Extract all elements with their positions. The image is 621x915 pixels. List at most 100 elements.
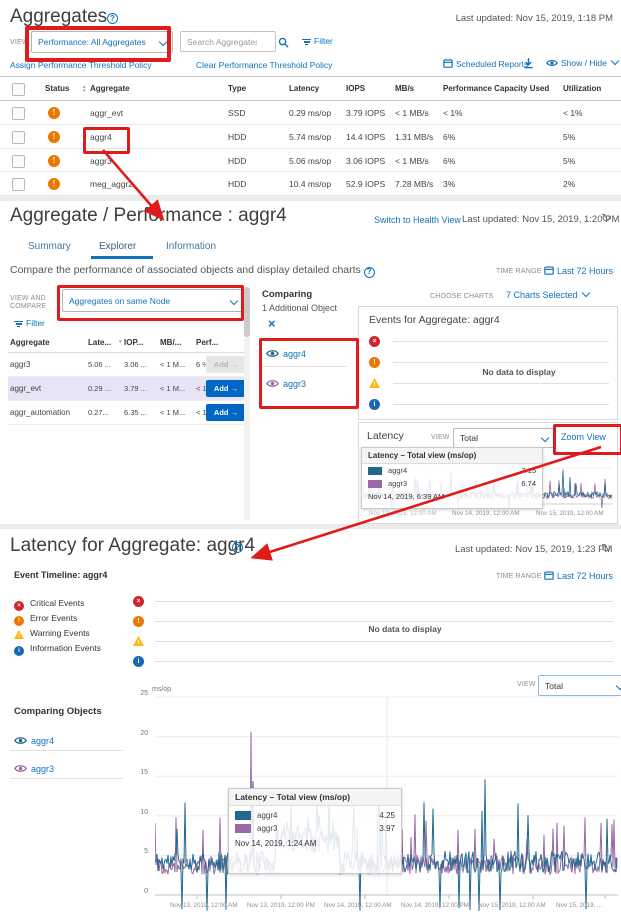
error-icon: !: [369, 357, 380, 368]
aggregate-link[interactable]: aggr4: [90, 132, 112, 142]
zoom-view-link[interactable]: Zoom View: [561, 432, 606, 442]
col-perf-capacity[interactable]: Performance Capacity Used: [443, 84, 550, 93]
zoom-view-section: Latency for Aggregate: aggr4 ? Last upda…: [0, 529, 621, 915]
tab-summary[interactable]: Summary: [28, 241, 71, 252]
eye-icon: [14, 737, 27, 744]
tooltip-title: Latency – Total view (ms/op): [362, 448, 542, 464]
y-tick: 10: [140, 809, 148, 816]
calendar-icon: [544, 266, 554, 275]
explorer-section: Aggregate / Performance : aggr4 Switch t…: [0, 201, 621, 524]
help-icon[interactable]: ?: [232, 542, 243, 553]
compare-dropdown[interactable]: Aggregates on same Node: [62, 289, 244, 312]
tab-information[interactable]: Information: [166, 241, 217, 252]
y-tick: 5: [144, 848, 148, 855]
col-type[interactable]: Type: [228, 84, 247, 93]
sort-icon[interactable]: ▲ ▼: [82, 84, 87, 93]
chart-view-select[interactable]: Total: [538, 675, 621, 696]
row-checkbox[interactable]: [12, 178, 25, 191]
comparing-object[interactable]: aggr4: [14, 731, 54, 749]
x-axis-label: Nov 14, 2019, 12:00 AM: [452, 510, 520, 517]
search-icon[interactable]: [278, 35, 289, 53]
aggr3-swatch: [235, 824, 251, 833]
page-title: Aggregate / Performance : aggr4: [10, 205, 287, 226]
error-icon: !: [14, 616, 24, 627]
comparing-object[interactable]: aggr4: [266, 344, 306, 362]
legend-item: × Critical Events: [14, 598, 84, 612]
table-row: ! aggr_evt SSD 0.29 ms/op 3.79 IOPS < 1 …: [0, 101, 621, 125]
info-icon: i: [133, 656, 144, 667]
chevron-down-icon: [581, 288, 590, 298]
view-dropdown[interactable]: Performance: All Aggregates: [31, 31, 173, 53]
x-axis-label: Nov 15, 2019, 12:00 AM: [478, 902, 546, 909]
critical-icon: ×: [369, 336, 380, 347]
col-latency[interactable]: Latency: [289, 84, 320, 93]
select-all-checkbox[interactable]: [12, 83, 25, 96]
row-checkbox[interactable]: [12, 131, 25, 144]
col-status[interactable]: Status: [45, 84, 70, 93]
search-input[interactable]: [180, 31, 276, 52]
latency-panel-title: Latency: [367, 430, 404, 442]
col-iops[interactable]: IOPS: [346, 84, 366, 93]
col-aggregate[interactable]: Aggregate: [90, 84, 130, 93]
aggr4-swatch: [235, 811, 251, 820]
compare-table-header: Aggregate Late... ▼ IOP... MB/... Perf..…: [8, 334, 248, 353]
filter-button[interactable]: Filter: [14, 318, 45, 328]
aggregate-link[interactable]: aggr_evt: [90, 108, 124, 118]
calendar-icon: [544, 571, 554, 580]
view-and-compare-label: VIEW AND COMPARE: [10, 295, 47, 310]
compare-row-selected: aggr_evt 0.29 ... 3.79 ... < 1 M... < 1 …: [8, 377, 248, 401]
tab-explorer[interactable]: Explorer: [99, 241, 137, 252]
add-button[interactable]: Add →: [206, 404, 246, 421]
assign-threshold-policy-link[interactable]: Assign Performance Threshold Policy: [10, 60, 152, 70]
col-mbs[interactable]: MB/s: [395, 84, 415, 93]
col-utilization[interactable]: Utilization: [563, 84, 602, 93]
sort-icon[interactable]: ▼: [118, 339, 123, 344]
show-hide-button[interactable]: Show / Hide: [546, 56, 620, 68]
close-icon[interactable]: ×: [268, 316, 276, 331]
legend-item: ! Error Events: [14, 613, 77, 627]
aggregate-link[interactable]: aggr3: [10, 360, 31, 369]
divider: [262, 366, 348, 367]
aggregate-link[interactable]: aggr_automation: [10, 408, 71, 417]
comparing-object[interactable]: aggr3: [266, 374, 306, 392]
divider: [10, 778, 123, 779]
add-button[interactable]: Add →: [206, 356, 246, 373]
time-range-button[interactable]: Last 72 Hours: [544, 265, 613, 276]
last-updated: Last updated: Nov 15, 2019, 1:18 PM: [455, 13, 613, 24]
aggregate-link[interactable]: meg_aggr2: [90, 179, 134, 189]
aggregate-link[interactable]: aggr_evt: [10, 384, 42, 393]
events-card: Events for Aggregate: aggr4 × ! ! i No d…: [358, 306, 618, 420]
scrollbar-thumb[interactable]: [244, 287, 250, 337]
x-axis-label: Nov 14, 2019, 12:00 AM: [324, 902, 392, 909]
x-axis-label: Nov 13, 2019, 12:00 AM: [369, 510, 437, 517]
row-checkbox[interactable]: [12, 107, 25, 120]
download-icon[interactable]: [523, 56, 534, 74]
add-button[interactable]: Add →: [206, 380, 246, 397]
charts-selected-dropdown[interactable]: 7 Charts Selected: [506, 288, 590, 300]
chart-view-select[interactable]: Total: [453, 428, 555, 448]
refresh-icon[interactable]: ↻: [601, 541, 612, 555]
info-icon: i: [369, 399, 380, 410]
x-axis-label: Nov 15, 2019, ...: [556, 902, 603, 909]
error-status-icon: !: [48, 107, 60, 119]
tooltip-title: Latency – Total view (ms/op): [229, 789, 401, 806]
row-checkbox[interactable]: [12, 155, 25, 168]
help-icon[interactable]: ?: [363, 266, 375, 278]
comparing-object[interactable]: aggr3: [14, 759, 54, 777]
aggregate-link[interactable]: aggr3: [90, 156, 112, 166]
view-label: VIEW: [517, 681, 536, 688]
view-label: VIEW: [431, 434, 450, 441]
eye-icon: [546, 59, 558, 67]
last-updated: Last updated: Nov 15, 2019, 1:23 PM: [455, 544, 613, 555]
scheduled-reports-link[interactable]: Scheduled Reports: [443, 58, 528, 69]
time-range-label: TIME RANGE: [496, 573, 542, 580]
switch-health-view-link[interactable]: Switch to Health View: [374, 215, 461, 225]
clear-threshold-policy-link[interactable]: Clear Performance Threshold Policy: [196, 60, 333, 70]
scrollbar-track[interactable]: [244, 287, 250, 520]
time-range-button[interactable]: Last 72 Hours: [544, 570, 613, 581]
filter-button[interactable]: Filter: [302, 36, 333, 46]
compare-row: aggr_automation 0.27... 6.35 ... < 1 M..…: [8, 401, 248, 425]
refresh-icon[interactable]: ↻: [601, 211, 612, 225]
help-icon[interactable]: ?: [107, 13, 118, 24]
